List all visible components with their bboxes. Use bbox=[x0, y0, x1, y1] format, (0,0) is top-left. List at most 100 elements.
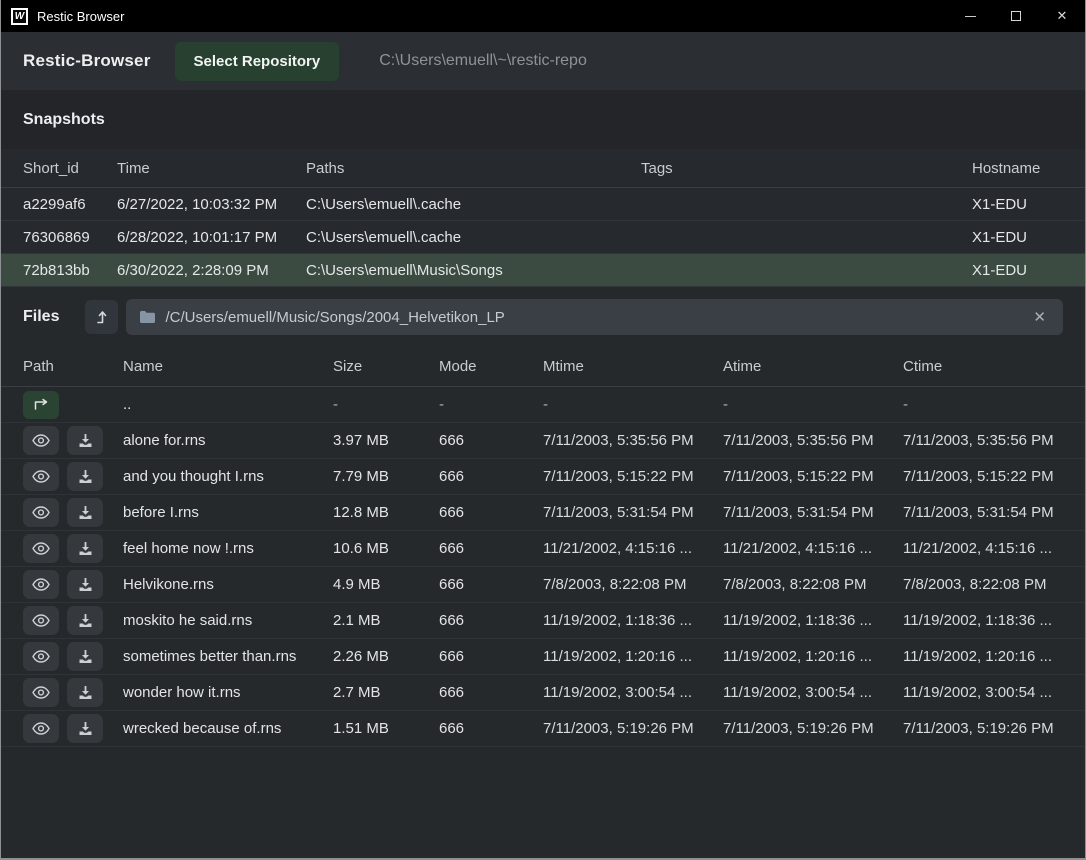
eye-icon bbox=[32, 686, 50, 699]
maximize-button[interactable] bbox=[993, 0, 1039, 32]
preview-file-button[interactable] bbox=[23, 534, 59, 563]
minimize-button[interactable] bbox=[947, 0, 993, 32]
close-button[interactable]: ✕ bbox=[1039, 0, 1085, 32]
download-icon bbox=[78, 469, 93, 484]
go-parent-directory-button[interactable] bbox=[85, 300, 118, 334]
file-ctime: - bbox=[903, 396, 1063, 413]
col-hostname: Hostname bbox=[972, 160, 1063, 177]
col-paths: Paths bbox=[306, 160, 641, 177]
snapshots-table-header: Short_id Time Paths Tags Hostname bbox=[1, 149, 1085, 188]
file-atime: 7/8/2003, 8:22:08 PM bbox=[723, 576, 903, 593]
col-time: Time bbox=[117, 160, 306, 177]
download-file-button[interactable] bbox=[67, 678, 103, 707]
file-mode: 666 bbox=[439, 684, 543, 701]
file-ctime: 7/11/2003, 5:19:26 PM bbox=[903, 720, 1063, 737]
preview-file-button[interactable] bbox=[23, 714, 59, 743]
file-atime: 7/11/2003, 5:19:26 PM bbox=[723, 720, 903, 737]
snapshot-short-id: 72b813bb bbox=[23, 262, 117, 279]
file-size: - bbox=[333, 396, 439, 413]
snapshot-short-id: 76306869 bbox=[23, 229, 117, 246]
file-mode: - bbox=[439, 396, 543, 413]
file-size: 2.26 MB bbox=[333, 648, 439, 665]
file-size: 2.7 MB bbox=[333, 684, 439, 701]
col-size: Size bbox=[333, 358, 439, 375]
preview-file-button[interactable] bbox=[23, 498, 59, 527]
col-ctime: Ctime bbox=[903, 358, 1063, 375]
snapshot-time: 6/28/2022, 10:01:17 PM bbox=[117, 229, 306, 246]
preview-file-button[interactable] bbox=[23, 570, 59, 599]
file-row: before I.rns 12.8 MB 666 7/11/2003, 5:31… bbox=[1, 495, 1085, 531]
file-atime: 11/19/2002, 3:00:54 ... bbox=[723, 684, 903, 701]
download-file-button[interactable] bbox=[67, 462, 103, 491]
file-mode: 666 bbox=[439, 648, 543, 665]
snapshot-hostname: X1-EDU bbox=[972, 196, 1063, 213]
preview-file-button[interactable] bbox=[23, 606, 59, 635]
file-row: wonder how it.rns 2.7 MB 666 11/19/2002,… bbox=[1, 675, 1085, 711]
download-file-button[interactable] bbox=[67, 426, 103, 455]
download-file-button[interactable] bbox=[67, 570, 103, 599]
col-tags: Tags bbox=[641, 160, 972, 177]
preview-file-button[interactable] bbox=[23, 426, 59, 455]
file-name: sometimes better than.rns bbox=[123, 648, 333, 665]
download-file-button[interactable] bbox=[67, 534, 103, 563]
file-mtime: 7/11/2003, 5:35:56 PM bbox=[543, 432, 723, 449]
snapshot-row[interactable]: 76306869 6/28/2022, 10:01:17 PM C:\Users… bbox=[1, 221, 1085, 254]
file-atime: 11/19/2002, 1:20:16 ... bbox=[723, 648, 903, 665]
col-mtime: Mtime bbox=[543, 358, 723, 375]
files-table: Path Name Size Mode Mtime Atime Ctime ..… bbox=[1, 347, 1085, 747]
file-name: moskito he said.rns bbox=[123, 612, 333, 629]
file-mtime: 7/8/2003, 8:22:08 PM bbox=[543, 576, 723, 593]
preview-file-button[interactable] bbox=[23, 642, 59, 671]
file-mode: 666 bbox=[439, 720, 543, 737]
file-row: sometimes better than.rns 2.26 MB 666 11… bbox=[1, 639, 1085, 675]
download-file-button[interactable] bbox=[67, 714, 103, 743]
snapshot-short-id: a2299af6 bbox=[23, 196, 117, 213]
files-title: Files bbox=[23, 308, 59, 326]
col-short-id: Short_id bbox=[23, 160, 117, 177]
file-ctime: 7/8/2003, 8:22:08 PM bbox=[903, 576, 1063, 593]
preview-file-button[interactable] bbox=[23, 678, 59, 707]
preview-file-button[interactable] bbox=[23, 462, 59, 491]
file-size: 2.1 MB bbox=[333, 612, 439, 629]
download-file-button[interactable] bbox=[67, 498, 103, 527]
snapshot-row[interactable]: a2299af6 6/27/2022, 10:03:32 PM C:\Users… bbox=[1, 188, 1085, 221]
file-size: 1.51 MB bbox=[333, 720, 439, 737]
file-mode: 666 bbox=[439, 432, 543, 449]
app-brand: Restic-Browser bbox=[23, 51, 151, 71]
file-size: 12.8 MB bbox=[333, 504, 439, 521]
file-size: 7.79 MB bbox=[333, 468, 439, 485]
download-icon bbox=[78, 649, 93, 664]
snapshot-paths: C:\Users\emuell\Music\Songs bbox=[306, 262, 641, 279]
arrow-right-from-base-icon bbox=[33, 398, 49, 412]
file-atime: - bbox=[723, 396, 903, 413]
file-ctime: 11/19/2002, 1:20:16 ... bbox=[903, 648, 1063, 665]
file-ctime: 7/11/2003, 5:35:56 PM bbox=[903, 432, 1063, 449]
file-size: 10.6 MB bbox=[333, 540, 439, 557]
download-icon bbox=[78, 577, 93, 592]
download-file-button[interactable] bbox=[67, 642, 103, 671]
file-mtime: 11/21/2002, 4:15:16 ... bbox=[543, 540, 723, 557]
parent-directory-button[interactable] bbox=[23, 391, 59, 419]
file-name: .. bbox=[123, 396, 333, 413]
file-row: Helvikone.rns 4.9 MB 666 7/8/2003, 8:22:… bbox=[1, 567, 1085, 603]
select-repository-button[interactable]: Select Repository bbox=[175, 42, 340, 81]
clear-path-button[interactable]: ✕ bbox=[1029, 306, 1050, 328]
file-name: alone for.rns bbox=[123, 432, 333, 449]
file-mtime: - bbox=[543, 396, 723, 413]
snapshot-row-selected[interactable]: 72b813bb 6/30/2022, 2:28:09 PM C:\Users\… bbox=[1, 254, 1085, 287]
snapshot-paths: C:\Users\emuell\.cache bbox=[306, 196, 641, 213]
file-name: wonder how it.rns bbox=[123, 684, 333, 701]
file-size: 3.97 MB bbox=[333, 432, 439, 449]
app-icon: W bbox=[11, 8, 28, 25]
file-name: before I.rns bbox=[123, 504, 333, 521]
download-file-button[interactable] bbox=[67, 606, 103, 635]
download-icon bbox=[78, 613, 93, 628]
download-icon bbox=[78, 721, 93, 736]
app-header: Restic-Browser Select Repository C:\User… bbox=[1, 32, 1085, 90]
file-name: wrecked because of.rns bbox=[123, 720, 333, 737]
file-name: and you thought I.rns bbox=[123, 468, 333, 485]
files-table-body: alone for.rns 3.97 MB 666 7/11/2003, 5:3… bbox=[1, 423, 1085, 747]
file-mode: 666 bbox=[439, 468, 543, 485]
current-path-bar[interactable]: /C/Users/emuell/Music/Songs/2004_Helveti… bbox=[126, 299, 1063, 335]
file-ctime: 11/19/2002, 3:00:54 ... bbox=[903, 684, 1063, 701]
